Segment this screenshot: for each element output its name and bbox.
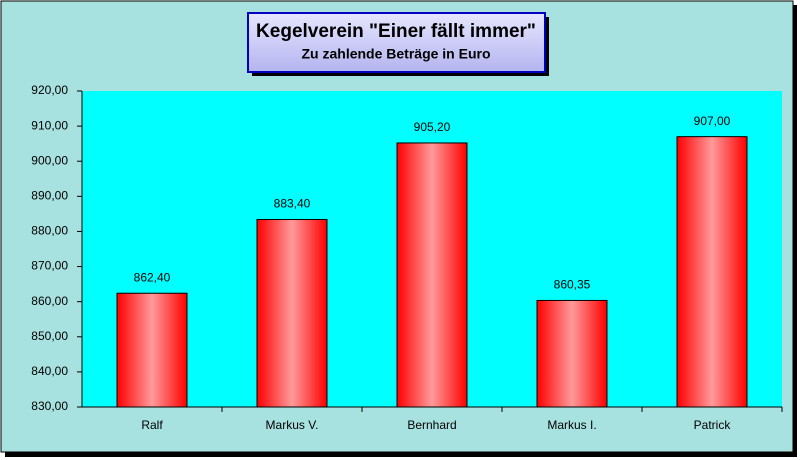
y-tick-label: 860,00	[31, 294, 68, 308]
x-tick-label: Patrick	[694, 418, 732, 432]
x-tick-label: Markus I.	[547, 418, 596, 432]
y-tick-label: 830,00	[31, 399, 68, 413]
data-label: 860,35	[554, 278, 591, 292]
y-tick-label: 840,00	[31, 364, 68, 378]
x-tick-label: Bernhard	[407, 418, 456, 432]
bar	[116, 292, 188, 408]
data-label: 862,40	[134, 270, 171, 284]
y-tick-label: 870,00	[31, 259, 68, 273]
y-tick-label: 920,00	[31, 83, 68, 97]
y-tick-label: 890,00	[31, 189, 68, 203]
x-tick-label: Ralf	[141, 418, 163, 432]
y-tick-label: 850,00	[31, 329, 68, 343]
bar	[536, 299, 608, 408]
data-label: 883,40	[274, 197, 311, 211]
x-tick-label: Markus V.	[266, 418, 319, 432]
bar	[396, 142, 468, 408]
y-tick-label: 910,00	[31, 118, 68, 132]
y-tick-label: 900,00	[31, 153, 68, 167]
y-tick-label: 880,00	[31, 224, 68, 238]
bar	[676, 136, 748, 408]
data-label: 907,00	[694, 114, 731, 128]
chart-subtitle: Zu zahlende Beträge in Euro	[301, 46, 490, 62]
data-label: 905,20	[414, 120, 451, 134]
chart-title: Kegelverein "Einer fällt immer"	[256, 21, 536, 42]
title-box	[247, 12, 546, 73]
bar	[256, 219, 328, 408]
